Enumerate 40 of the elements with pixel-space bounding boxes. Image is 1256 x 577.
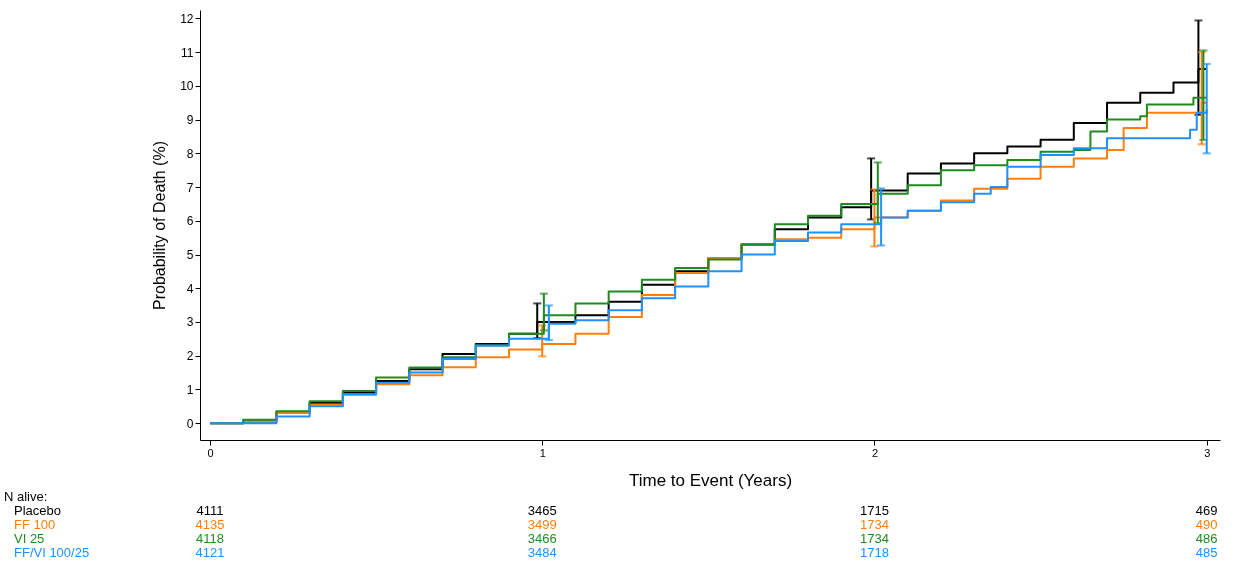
- y-tick-label: 9: [186, 113, 194, 128]
- y-tick-label: 4: [186, 281, 194, 296]
- text: 486: [1195, 531, 1218, 546]
- y-tick-label: 3: [186, 315, 194, 330]
- x-tick-label: 2: [871, 446, 879, 459]
- y-tick-label: 7: [186, 180, 194, 195]
- text: FF/VI 100/25: [14, 545, 90, 560]
- text: 4121: [195, 545, 225, 560]
- y-axis-title: Probability of Death (%): [151, 141, 169, 310]
- x-tick-label: 3: [1204, 446, 1211, 459]
- y-tick-label: 8: [186, 146, 194, 161]
- y-tick-label: 0: [186, 416, 194, 431]
- y-tick-label: 5: [186, 248, 194, 263]
- text: 1715: [860, 503, 889, 518]
- x-axis-title: Time to Event (Years): [628, 470, 793, 490]
- text: 4118: [195, 531, 224, 546]
- text: 4111: [196, 503, 224, 518]
- y-tick-label: 10: [180, 79, 194, 94]
- text: Placebo: [14, 503, 61, 518]
- x-tick-label: 1: [539, 446, 546, 459]
- y-tick-label: 11: [181, 45, 194, 60]
- y-tick-label: 12: [180, 11, 194, 26]
- text: 3466: [527, 531, 557, 546]
- text: 3499: [527, 517, 557, 532]
- text: 469: [1195, 503, 1218, 518]
- y-tick-label: 2: [186, 349, 194, 364]
- x-tick-label: 0: [207, 446, 214, 459]
- text: 3484: [527, 545, 557, 560]
- y-tick-label: 6: [186, 214, 194, 229]
- text: 3465: [527, 503, 557, 518]
- text: 1734: [860, 531, 889, 546]
- y-tick-label: 1: [186, 382, 194, 397]
- text: 1718: [860, 545, 889, 560]
- text: 4135: [195, 517, 225, 532]
- text: 485: [1195, 545, 1218, 560]
- text: 1734: [860, 517, 889, 532]
- text: N alive:: [4, 489, 48, 504]
- text: 490: [1195, 517, 1218, 532]
- text: VI 25: [14, 531, 45, 546]
- text: FF 100: [14, 517, 56, 532]
